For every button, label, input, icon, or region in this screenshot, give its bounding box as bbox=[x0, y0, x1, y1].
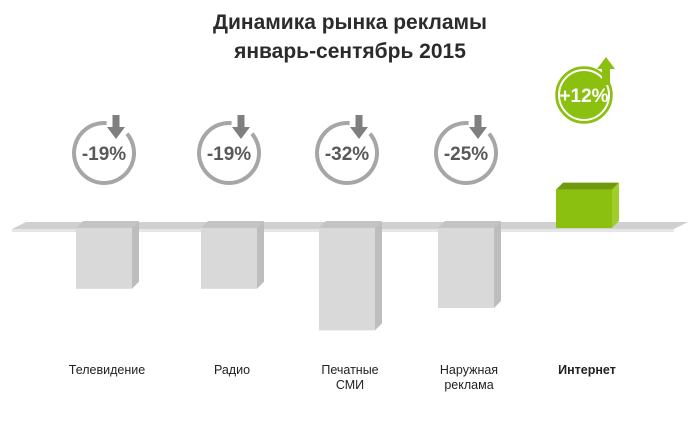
arrow-up-icon bbox=[597, 57, 615, 85]
bar-4 bbox=[556, 189, 612, 228]
bar-side-0 bbox=[132, 221, 139, 289]
bar-1 bbox=[201, 228, 257, 289]
category-label-0: Телевидение bbox=[68, 363, 146, 377]
bar-side-3 bbox=[494, 221, 501, 308]
bar-top-4 bbox=[556, 182, 619, 190]
bar-top-1 bbox=[201, 221, 264, 228]
value-circle-inner-4 bbox=[558, 69, 610, 121]
bar-side-4 bbox=[612, 182, 619, 228]
value-circle-3 bbox=[434, 121, 498, 185]
value-label-1: -19% bbox=[207, 144, 251, 165]
bar-top-3 bbox=[438, 221, 501, 228]
value-circle-4 bbox=[552, 63, 616, 127]
chart-title-line-2: январь-сентябрь 2015 bbox=[234, 40, 466, 63]
value-circle-0 bbox=[72, 121, 136, 185]
value-circle-1 bbox=[197, 121, 261, 185]
value-circle-2 bbox=[315, 121, 379, 185]
arrow-down-icon bbox=[469, 115, 487, 139]
bar-top-2 bbox=[319, 221, 382, 228]
value-label-4: +12% bbox=[559, 86, 608, 107]
arrow-down-icon bbox=[350, 115, 368, 139]
bar-side-2 bbox=[375, 221, 382, 331]
category-label-4: Интернет bbox=[558, 363, 616, 377]
arrow-down-icon bbox=[107, 115, 125, 139]
bar-top-0 bbox=[76, 221, 139, 228]
category-label-3: Наружная реклама bbox=[439, 363, 499, 392]
category-label-1: Радио bbox=[213, 363, 251, 377]
bar-2 bbox=[319, 228, 375, 331]
category-label-2: Печатные СМИ bbox=[321, 363, 379, 392]
value-label-2: -32% bbox=[325, 144, 369, 165]
value-label-0: -19% bbox=[82, 144, 126, 165]
chart-title-line-1: Динамика рынка рекламы bbox=[213, 11, 487, 34]
value-label-3: -25% bbox=[444, 144, 488, 165]
bar-side-1 bbox=[257, 221, 264, 289]
bar-0 bbox=[76, 228, 132, 289]
bar-3 bbox=[438, 228, 494, 308]
arrow-down-icon bbox=[232, 115, 250, 139]
